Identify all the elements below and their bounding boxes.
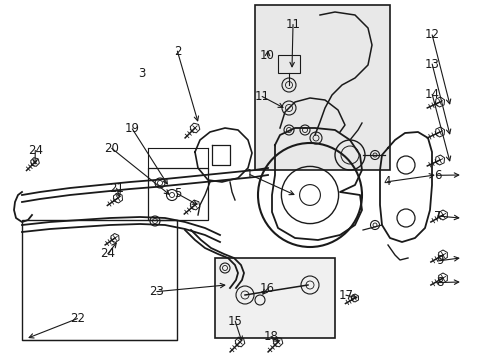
Text: 19: 19 bbox=[125, 122, 140, 135]
Text: 15: 15 bbox=[228, 315, 243, 328]
Text: 3: 3 bbox=[138, 67, 146, 80]
Text: 7: 7 bbox=[434, 210, 441, 222]
Bar bbox=[215, 258, 335, 338]
Text: 9: 9 bbox=[436, 255, 443, 267]
Bar bbox=[278, 55, 300, 73]
Text: 18: 18 bbox=[264, 330, 278, 343]
Text: 4: 4 bbox=[383, 175, 391, 188]
Bar bbox=[148, 168, 208, 220]
Text: 12: 12 bbox=[425, 28, 440, 41]
Text: 23: 23 bbox=[149, 285, 164, 298]
Text: 11: 11 bbox=[255, 90, 270, 103]
Text: 11: 11 bbox=[286, 18, 300, 31]
Text: 10: 10 bbox=[260, 49, 275, 62]
Bar bbox=[255, 5, 390, 170]
Text: 8: 8 bbox=[436, 276, 443, 289]
Text: 13: 13 bbox=[425, 58, 440, 71]
Text: 16: 16 bbox=[260, 282, 275, 295]
Bar bbox=[22, 220, 177, 340]
Text: 24: 24 bbox=[100, 247, 115, 260]
Text: 21: 21 bbox=[109, 182, 124, 195]
Text: 6: 6 bbox=[434, 169, 441, 182]
Text: 2: 2 bbox=[173, 45, 181, 58]
Text: 20: 20 bbox=[104, 142, 119, 155]
Text: 24: 24 bbox=[28, 144, 43, 157]
Text: 17: 17 bbox=[339, 289, 353, 302]
Text: 14: 14 bbox=[425, 88, 440, 101]
Text: 5: 5 bbox=[173, 187, 181, 200]
Text: 22: 22 bbox=[70, 312, 85, 325]
Text: 1: 1 bbox=[246, 168, 254, 181]
